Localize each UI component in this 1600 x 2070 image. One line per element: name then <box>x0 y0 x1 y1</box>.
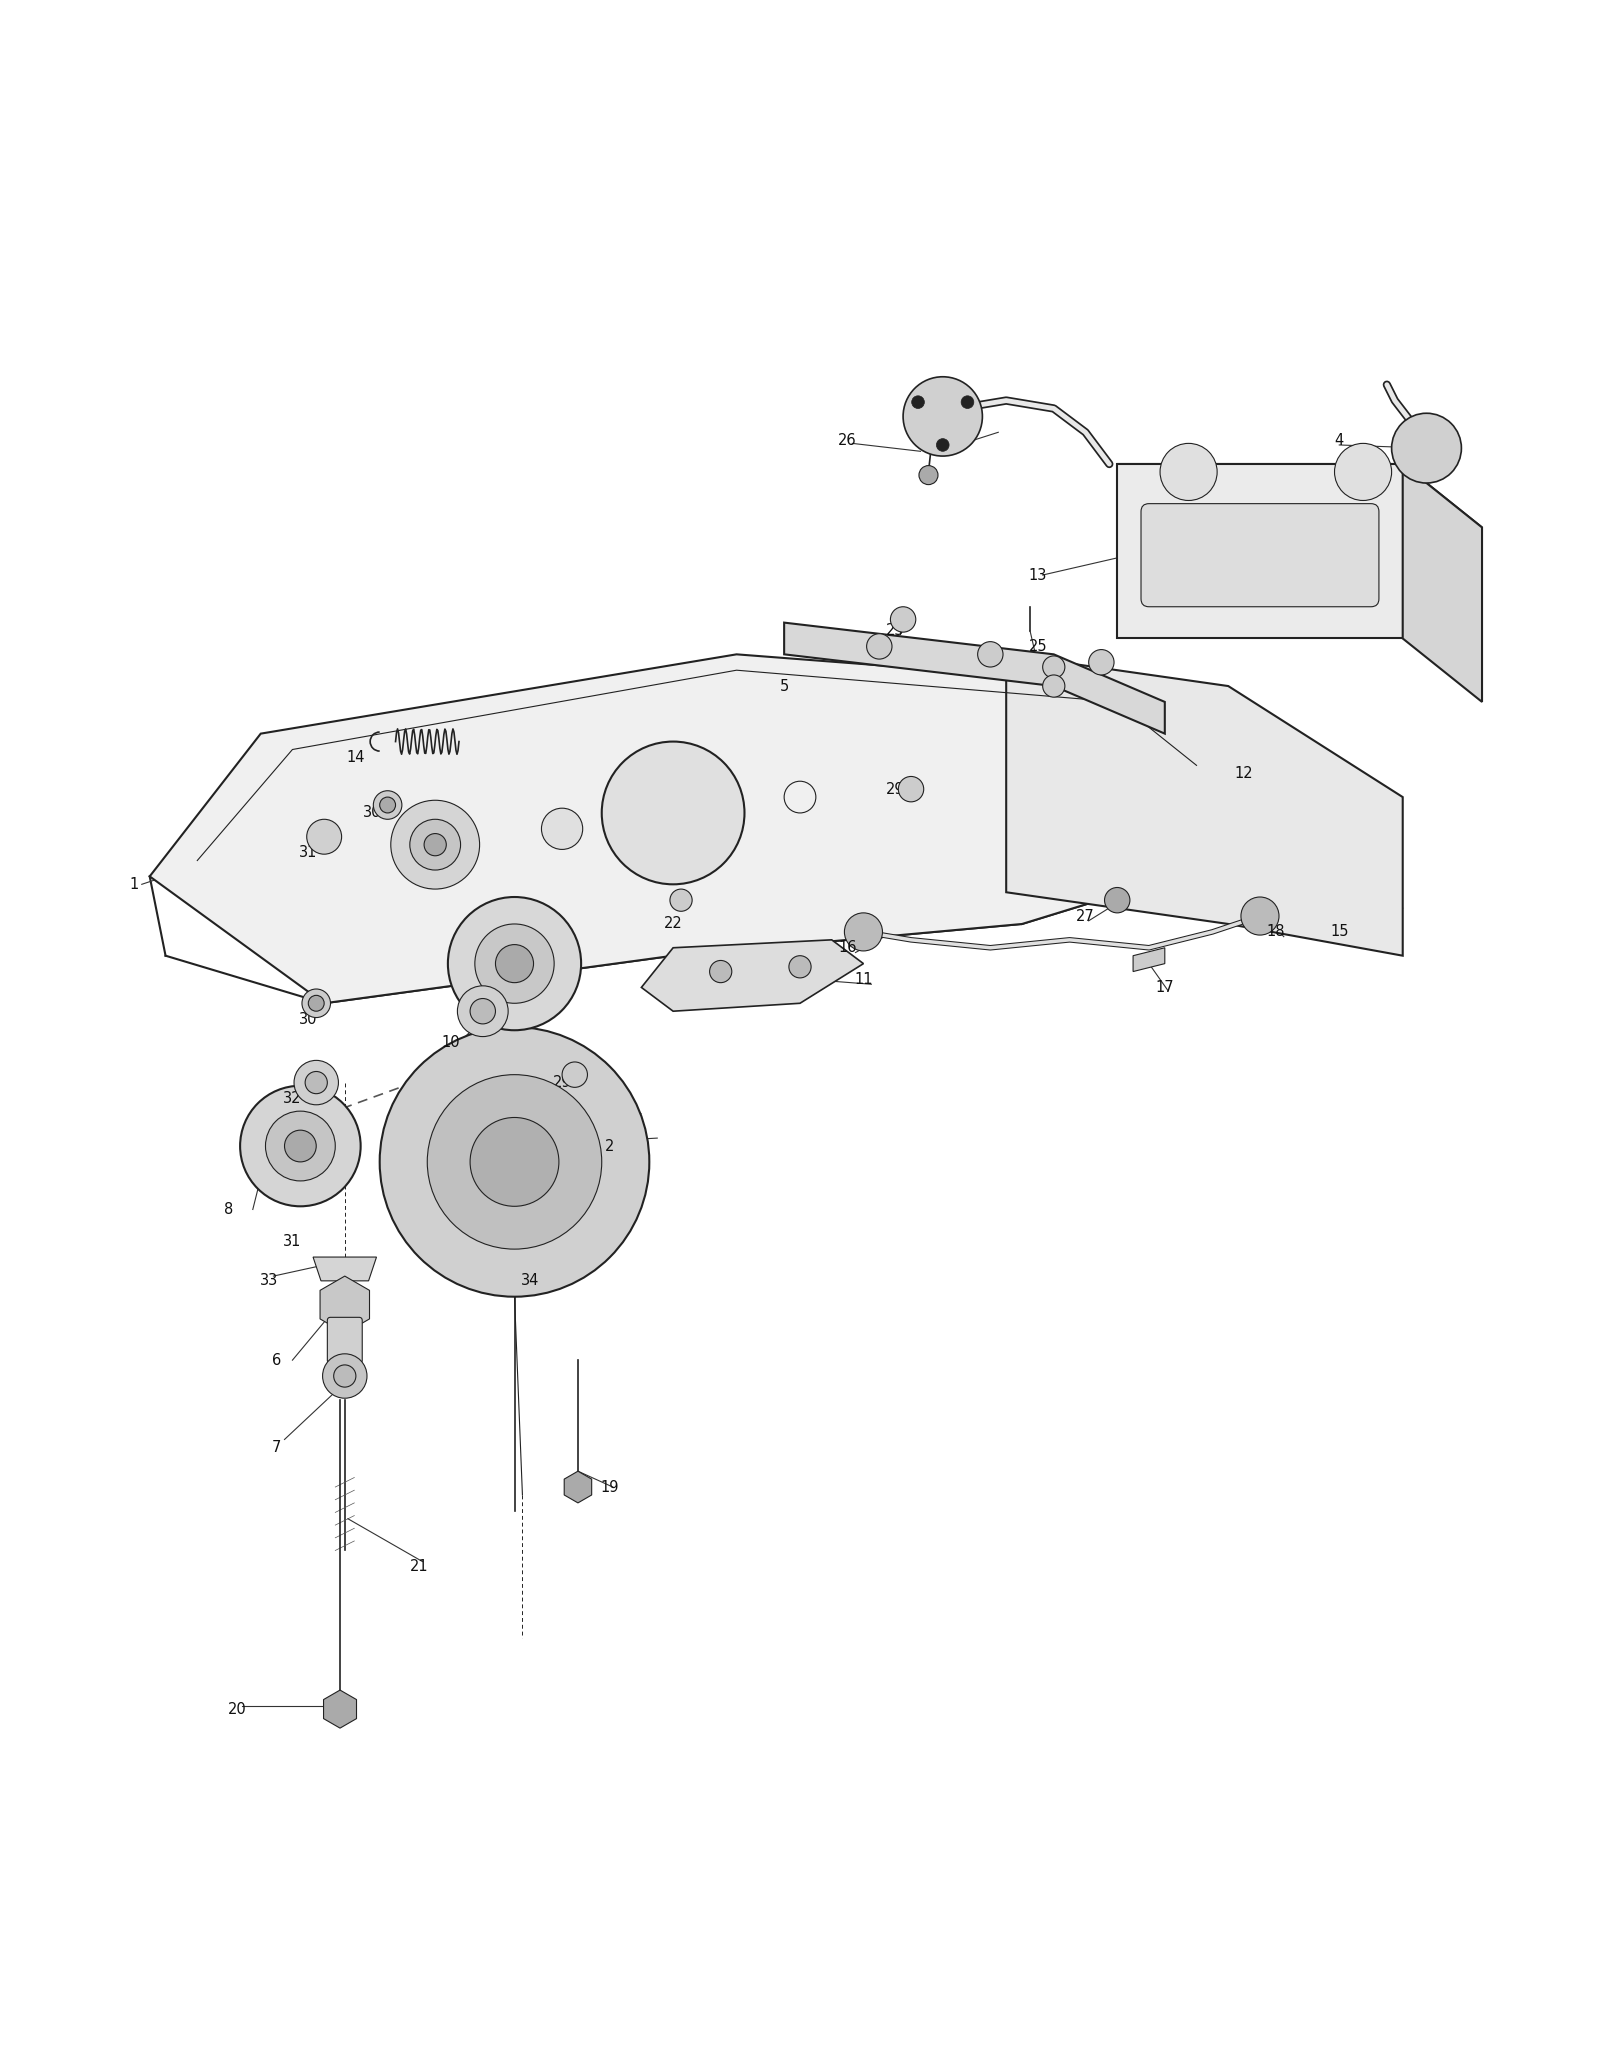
Text: 29: 29 <box>886 782 904 797</box>
Text: 15: 15 <box>1330 925 1349 940</box>
Text: 14: 14 <box>347 749 365 766</box>
Circle shape <box>789 956 811 977</box>
Circle shape <box>448 896 581 1031</box>
Circle shape <box>867 633 891 658</box>
Text: 5: 5 <box>779 679 789 693</box>
Text: 8: 8 <box>224 1203 234 1217</box>
Circle shape <box>845 913 883 950</box>
Text: 30: 30 <box>299 1012 317 1027</box>
Circle shape <box>891 607 915 631</box>
Circle shape <box>496 944 533 983</box>
Text: 18: 18 <box>1267 925 1285 940</box>
Text: 31: 31 <box>283 1234 302 1248</box>
Circle shape <box>302 989 331 1018</box>
Circle shape <box>424 834 446 855</box>
Circle shape <box>541 807 582 849</box>
Polygon shape <box>784 623 1165 733</box>
Text: 32: 32 <box>283 1091 302 1105</box>
Text: 33: 33 <box>259 1273 278 1288</box>
Text: 27: 27 <box>1077 909 1094 923</box>
Polygon shape <box>1006 654 1403 956</box>
Text: 34: 34 <box>522 1273 539 1288</box>
Circle shape <box>373 791 402 820</box>
Polygon shape <box>314 1256 376 1281</box>
Text: 31: 31 <box>299 845 317 861</box>
Text: 2: 2 <box>605 1138 614 1153</box>
Text: 26: 26 <box>838 433 858 447</box>
Circle shape <box>709 960 731 983</box>
Circle shape <box>410 820 461 869</box>
Text: 29: 29 <box>552 1074 571 1091</box>
Text: 17: 17 <box>1155 979 1174 996</box>
Circle shape <box>1088 650 1114 675</box>
Text: 11: 11 <box>854 973 872 987</box>
Text: 20: 20 <box>227 1702 246 1716</box>
Text: 6: 6 <box>272 1352 282 1368</box>
Polygon shape <box>1403 464 1482 702</box>
Text: 10: 10 <box>442 1035 461 1049</box>
Polygon shape <box>1117 464 1403 638</box>
Text: 24: 24 <box>1045 679 1062 693</box>
Circle shape <box>1043 675 1066 698</box>
Circle shape <box>936 439 949 451</box>
Circle shape <box>470 998 496 1025</box>
Circle shape <box>323 1354 366 1397</box>
Circle shape <box>307 820 342 855</box>
Circle shape <box>309 996 325 1012</box>
Text: 21: 21 <box>410 1559 429 1573</box>
Polygon shape <box>1117 464 1482 528</box>
Circle shape <box>898 776 923 801</box>
Circle shape <box>470 1118 558 1207</box>
Polygon shape <box>1133 948 1165 971</box>
Text: 13: 13 <box>1029 567 1046 582</box>
Circle shape <box>1392 414 1461 482</box>
Text: 19: 19 <box>600 1480 619 1495</box>
Circle shape <box>602 741 744 884</box>
Circle shape <box>475 923 554 1004</box>
Circle shape <box>562 1062 587 1087</box>
Text: 16: 16 <box>838 940 858 954</box>
Circle shape <box>458 985 509 1037</box>
Circle shape <box>1104 888 1130 913</box>
Circle shape <box>962 395 974 408</box>
Text: 22: 22 <box>664 917 683 932</box>
Circle shape <box>379 797 395 814</box>
Circle shape <box>334 1364 355 1387</box>
Circle shape <box>266 1112 336 1180</box>
Circle shape <box>1242 896 1278 936</box>
Circle shape <box>978 642 1003 667</box>
Text: 3: 3 <box>954 433 963 447</box>
Circle shape <box>379 1027 650 1296</box>
Text: 4: 4 <box>1334 433 1344 447</box>
Text: 30: 30 <box>363 805 381 820</box>
Circle shape <box>306 1072 328 1093</box>
Circle shape <box>918 466 938 484</box>
Circle shape <box>902 377 982 455</box>
Text: 1: 1 <box>130 878 139 892</box>
Text: 12: 12 <box>1235 766 1253 780</box>
Circle shape <box>1160 443 1218 501</box>
Circle shape <box>912 395 925 408</box>
FancyBboxPatch shape <box>1141 503 1379 607</box>
Circle shape <box>670 890 693 911</box>
Text: 25: 25 <box>1029 640 1048 654</box>
Circle shape <box>240 1087 360 1207</box>
Text: 28: 28 <box>426 878 445 892</box>
Circle shape <box>285 1130 317 1161</box>
Circle shape <box>427 1074 602 1248</box>
Circle shape <box>390 801 480 890</box>
Text: 9: 9 <box>494 996 504 1010</box>
Circle shape <box>1334 443 1392 501</box>
Polygon shape <box>150 654 1229 1004</box>
Polygon shape <box>642 940 864 1012</box>
Text: 23: 23 <box>886 623 904 638</box>
Circle shape <box>294 1060 339 1105</box>
FancyBboxPatch shape <box>328 1317 362 1364</box>
Circle shape <box>1043 656 1066 679</box>
Text: 7: 7 <box>272 1441 282 1455</box>
